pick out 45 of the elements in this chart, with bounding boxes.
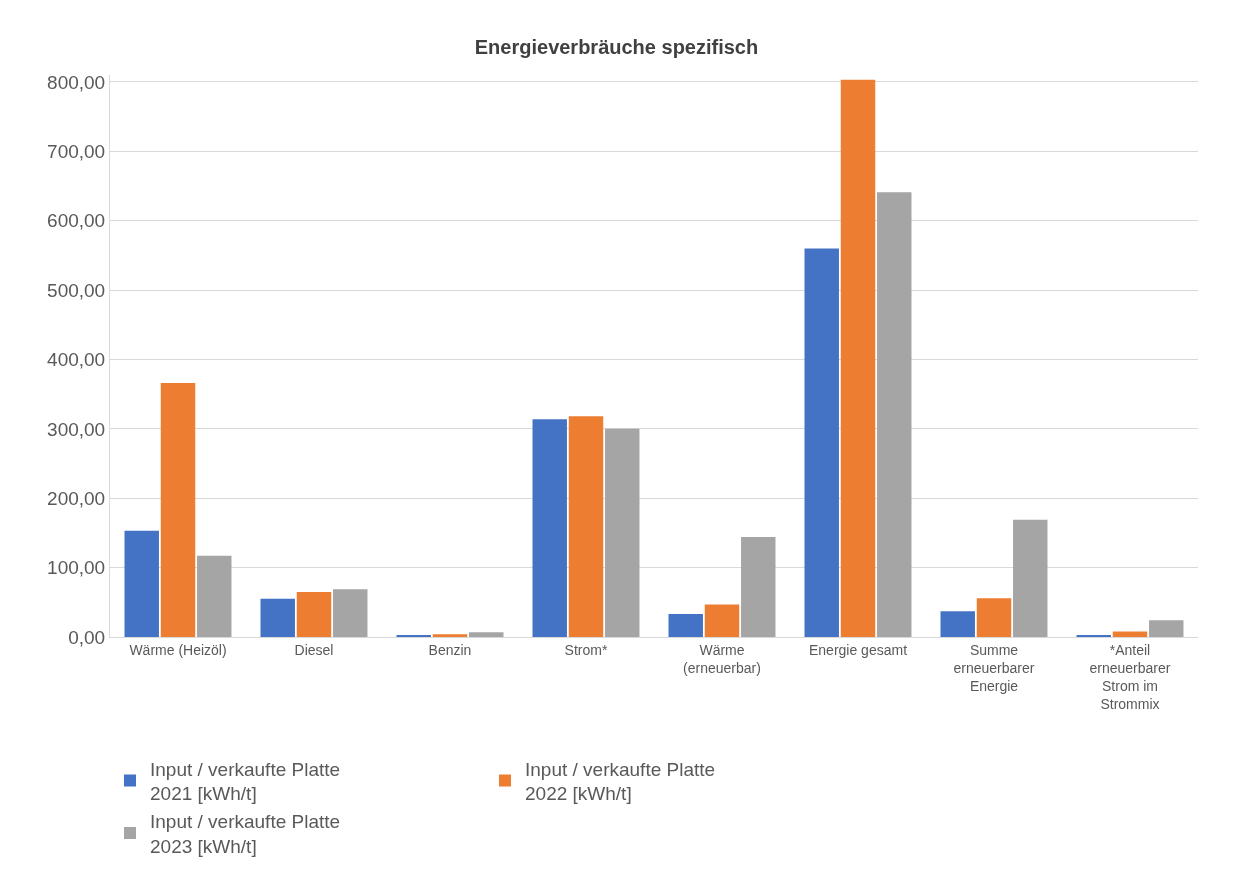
chart-title: Energieverbräuche spezifisch bbox=[474, 35, 759, 58]
legend-label: Input / verkaufte Platte 2022 [kWh/t] bbox=[525, 758, 716, 805]
x-tick-label: Wärme (erneuerbar) bbox=[683, 641, 761, 676]
y-tick-label: 0,00 bbox=[68, 626, 106, 648]
bar bbox=[333, 589, 368, 637]
bar bbox=[396, 634, 431, 637]
bar bbox=[840, 79, 876, 637]
bar bbox=[296, 591, 332, 637]
y-tick-label: 800,00 bbox=[47, 71, 106, 93]
bar bbox=[877, 192, 912, 637]
bar bbox=[1112, 631, 1148, 637]
x-tick-label: Wärme (Heizöl) bbox=[129, 641, 227, 658]
bar bbox=[160, 383, 196, 637]
bar bbox=[124, 530, 159, 637]
y-tick-label: 200,00 bbox=[47, 487, 106, 509]
bar bbox=[605, 428, 640, 637]
x-tick-label: *Anteil erneuerbarer Strom im Strommix bbox=[1089, 641, 1171, 713]
bar bbox=[804, 248, 839, 637]
bar bbox=[260, 598, 295, 637]
bar bbox=[1076, 634, 1111, 637]
bar bbox=[568, 416, 604, 637]
y-tick-label: 500,00 bbox=[47, 279, 106, 301]
x-tick-label: Diesel bbox=[294, 641, 334, 658]
y-tick-label: 400,00 bbox=[47, 349, 106, 371]
bar bbox=[1013, 519, 1048, 637]
bar bbox=[197, 555, 232, 637]
y-tick-label: 100,00 bbox=[47, 557, 106, 579]
bar bbox=[1149, 620, 1184, 637]
x-tick-label: Benzin bbox=[428, 641, 472, 658]
y-tick-label: 300,00 bbox=[47, 418, 106, 440]
bar bbox=[668, 614, 703, 637]
bar bbox=[469, 632, 504, 637]
x-tick-label: Energie gesamt bbox=[808, 641, 908, 658]
bar bbox=[976, 598, 1012, 637]
bar bbox=[940, 611, 975, 637]
x-tick-label: Summe erneuerbarer Energie bbox=[953, 641, 1035, 695]
legend-label: Input / verkaufte Platte 2023 [kWh/t] bbox=[150, 811, 341, 857]
x-tick-label: Strom* bbox=[564, 641, 608, 658]
bar bbox=[532, 419, 567, 637]
y-tick-label: 600,00 bbox=[47, 210, 106, 232]
bar bbox=[741, 537, 776, 637]
bar bbox=[432, 634, 468, 637]
y-tick-label: 700,00 bbox=[47, 140, 106, 162]
legend-label: Input / verkaufte Platte 2021 [kWh/t] bbox=[150, 758, 341, 805]
bar bbox=[704, 604, 740, 637]
